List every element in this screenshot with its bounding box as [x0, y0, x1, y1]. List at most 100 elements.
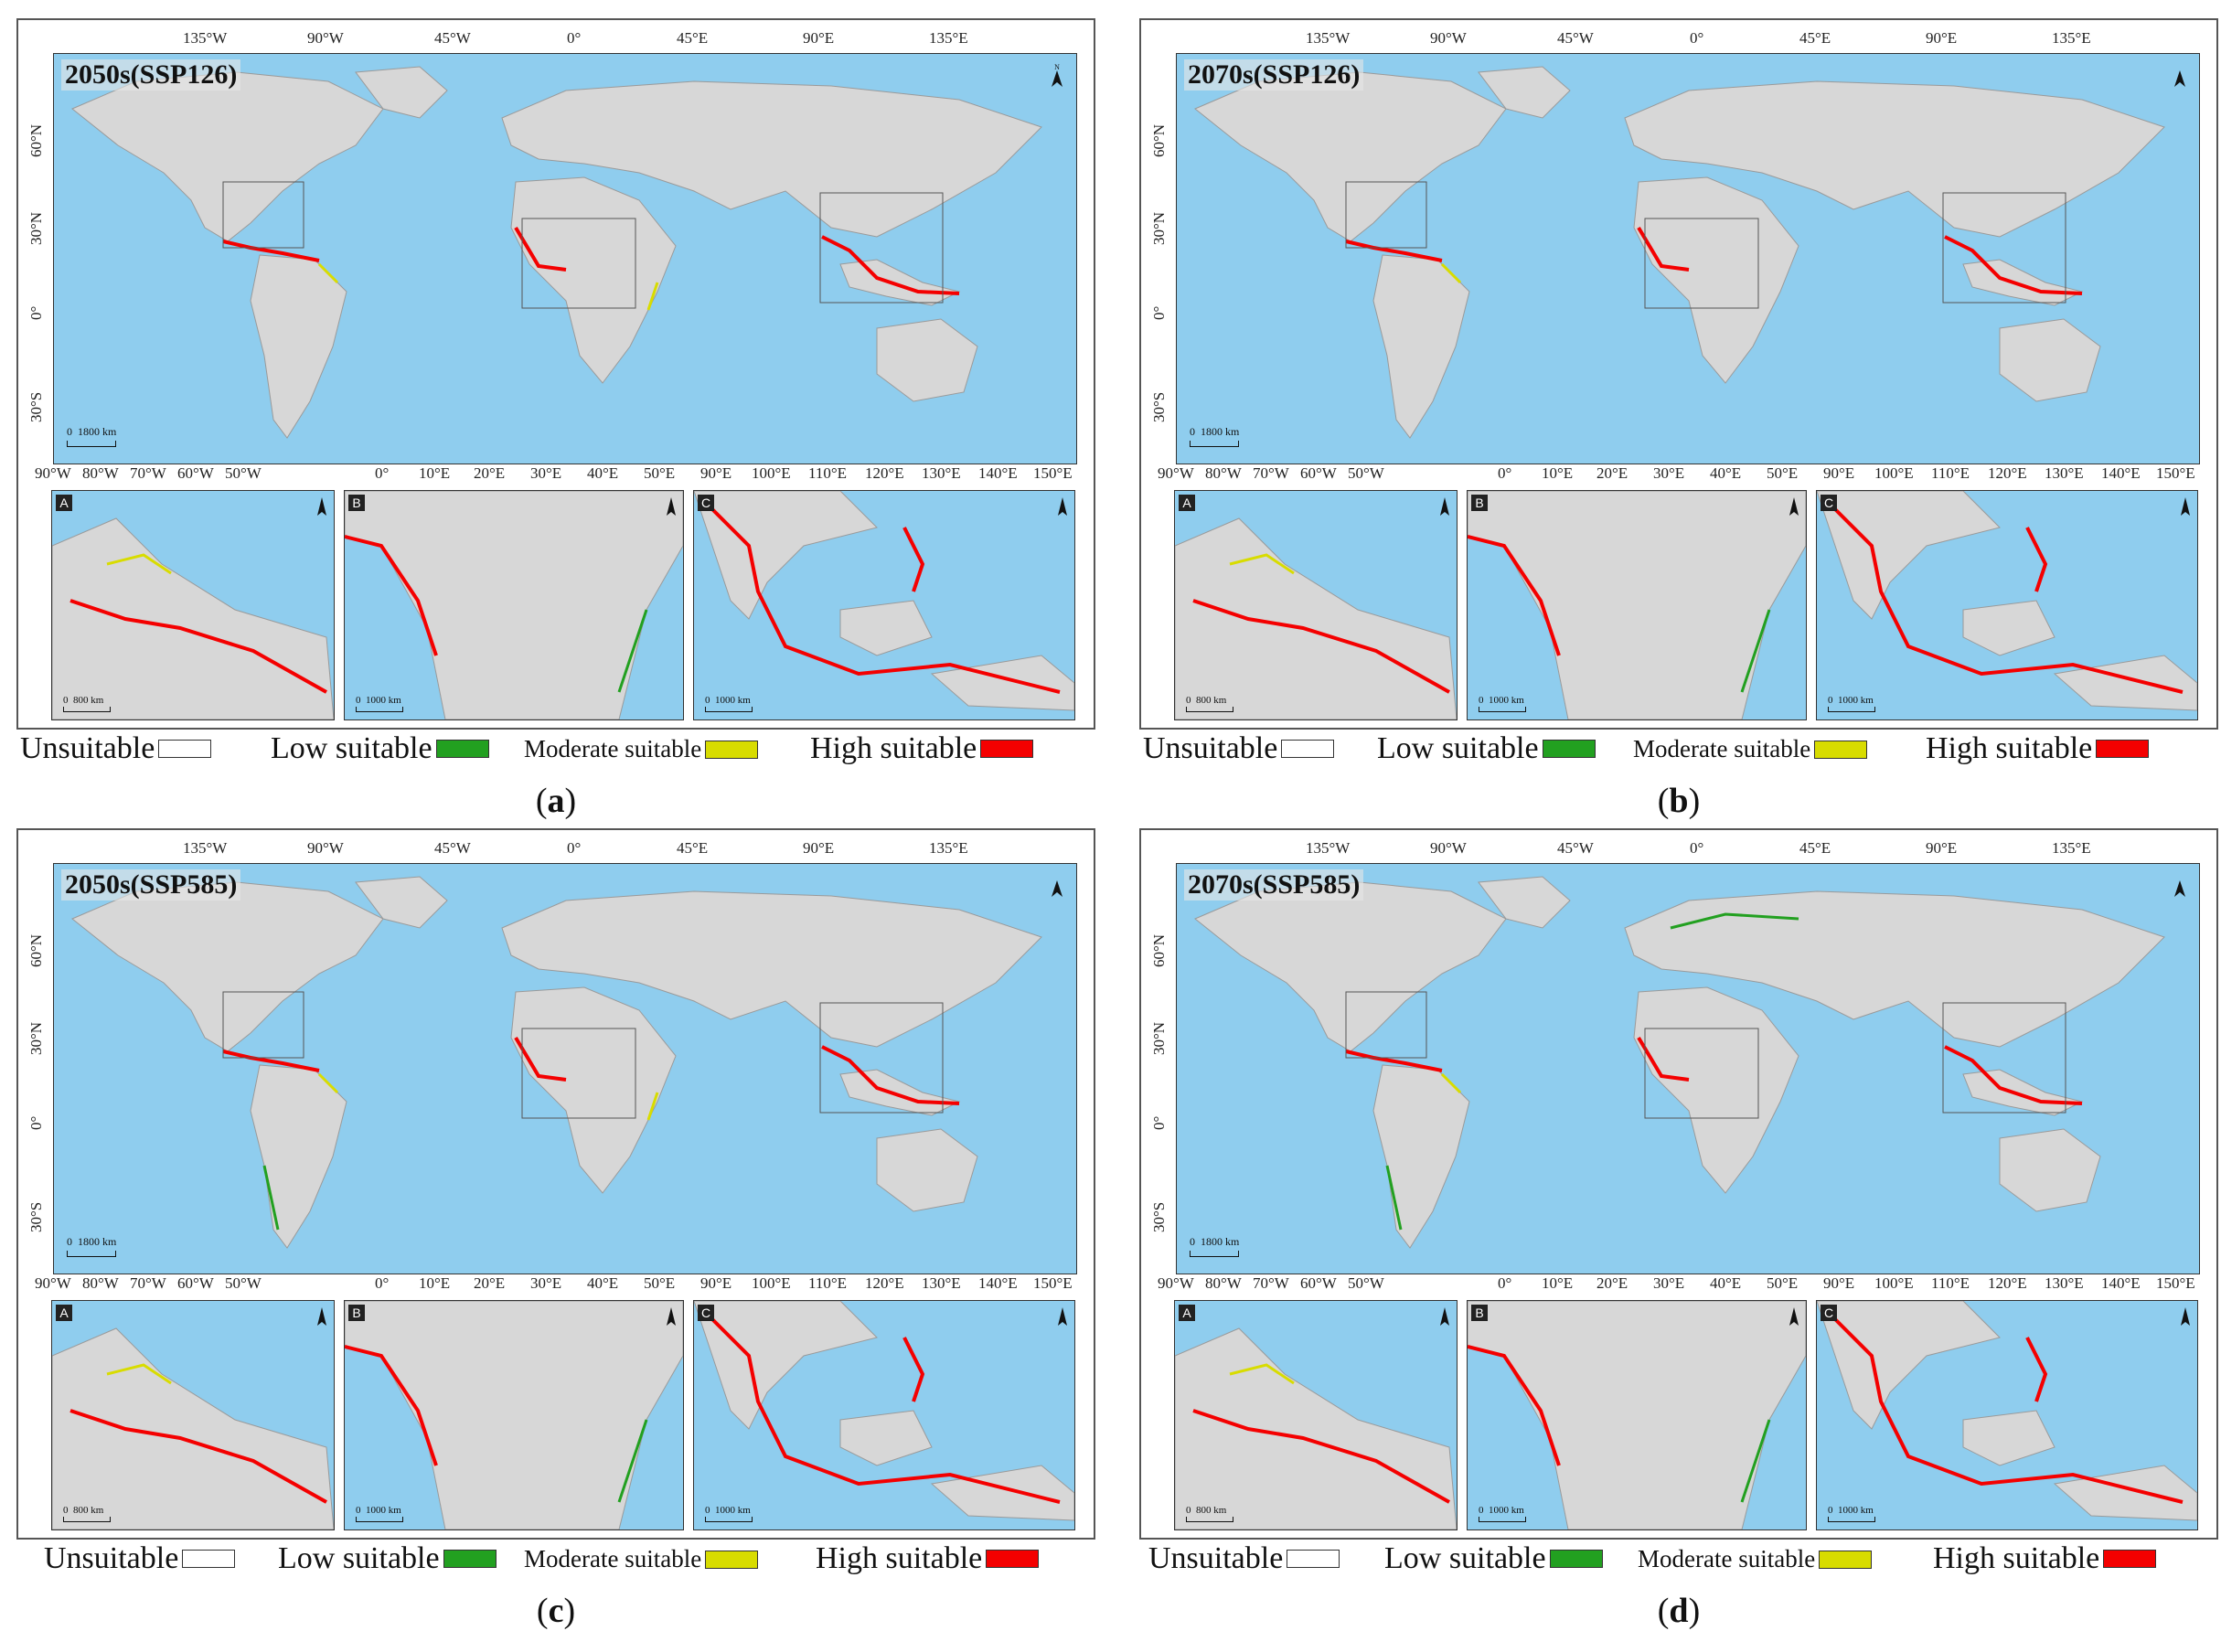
- lon-tick: 70°W: [1253, 1274, 1289, 1292]
- world-map: 2050s(SSP126) N 0 1800 km: [53, 53, 1077, 464]
- lon-tick: 45°E: [1799, 29, 1831, 47]
- north-arrow-icon: [317, 497, 326, 516]
- africa: [510, 176, 677, 384]
- east-africa-coast: [646, 282, 659, 311]
- lon-tick: 135°E: [929, 839, 968, 857]
- north-arrow-icon: [1440, 497, 1449, 516]
- lon-tick: 135°W: [1306, 29, 1351, 47]
- lon-tick: 90°E: [1926, 29, 1958, 47]
- lon-tick: 45°E: [1799, 839, 1831, 857]
- north-america: [71, 71, 384, 242]
- lon-tick: 135°E: [2052, 29, 2091, 47]
- world-map: 2070s(SSP126) 0 1800 km: [1176, 53, 2200, 464]
- north-arrow-icon: [667, 1307, 676, 1326]
- lon-tick: 140°E: [978, 1274, 1018, 1292]
- caribbean-coast: [222, 240, 320, 262]
- lon-tick: 30°E: [1653, 1274, 1685, 1292]
- world-map-svg: [1194, 876, 2165, 1249]
- map-panel-c: 135°W 90°W 45°W 0° 45°E 90°E 135°E 60°N …: [16, 828, 1095, 1633]
- legend-high: High suitable: [1926, 731, 2150, 766]
- inset-letter: B: [348, 495, 365, 511]
- north-arrow-icon: [2181, 1307, 2190, 1326]
- lat-tick: 30°N: [1150, 211, 1168, 245]
- moderate-suitable-coasts: [317, 262, 659, 311]
- lon-tick: 80°W: [82, 1274, 119, 1292]
- inset-letter: A: [56, 495, 72, 511]
- lon-tick: 20°E: [1596, 464, 1628, 482]
- north-arrow-icon: [317, 1307, 326, 1326]
- lon-tick: 90°E: [1926, 839, 1958, 857]
- lon-tick: 120°E: [1988, 464, 2027, 482]
- north-arrow-icon: [1052, 880, 1062, 897]
- lon-tick: 150°E: [1033, 464, 1073, 482]
- lon-tick: 50°W: [1348, 464, 1384, 482]
- legend-high: High suitable: [810, 731, 1034, 766]
- lon-tick: 135°E: [929, 29, 968, 47]
- lon-tick: 50°E: [1767, 464, 1799, 482]
- lon-tick: 10°E: [419, 464, 451, 482]
- lon-tick: 20°E: [474, 464, 506, 482]
- lon-tick: 150°E: [2156, 1274, 2195, 1292]
- lon-tick: 135°W: [183, 839, 228, 857]
- lon-tick: 135°W: [183, 29, 228, 47]
- north-arrow-icon: [1058, 497, 1067, 516]
- lon-tick: 140°E: [2101, 464, 2141, 482]
- lon-tick: 45°W: [434, 29, 471, 47]
- inset-letter: C: [698, 1305, 714, 1321]
- lon-tick: 90°E: [803, 29, 835, 47]
- lon-tick: 40°E: [587, 1274, 619, 1292]
- lon-tick: 120°E: [865, 1274, 904, 1292]
- inset-b: B 0 1000 km: [1467, 490, 1807, 720]
- legend-low: Low suitable: [1377, 731, 1596, 766]
- lat-tick: 60°N: [27, 123, 45, 157]
- lon-tick: 70°W: [130, 464, 166, 482]
- lon-tick: 100°E: [752, 464, 791, 482]
- lon-tick: 60°W: [1300, 464, 1337, 482]
- north-arrow-icon: [1440, 1307, 1449, 1326]
- scale-bar: 0 1800 km: [1190, 1235, 1239, 1257]
- lat-tick: 60°N: [1150, 123, 1168, 157]
- period-title: 2050s(SSP126): [61, 59, 241, 91]
- lon-tick: 110°E: [808, 1274, 848, 1292]
- greenland: [355, 66, 448, 119]
- legend-unsuitable: Unsuitable: [44, 1541, 236, 1576]
- inset-boxes: [222, 181, 944, 309]
- lat-tick: 60°N: [27, 933, 45, 967]
- lon-tick: 90°W: [35, 1274, 71, 1292]
- legend-high: High suitable: [816, 1541, 1040, 1576]
- inset-lon-ticks: 90°W 80°W 70°W 60°W 50°W 0° 10°E 20°E 30…: [1139, 464, 2218, 490]
- longitude-ticks: 135°W 90°W 45°W 0° 45°E 90°E 135°E: [1141, 830, 2216, 863]
- legend-low: Low suitable: [278, 1541, 497, 1576]
- lon-tick: 10°E: [1542, 1274, 1574, 1292]
- north-arrow-icon: N: [1052, 63, 1062, 87]
- lon-tick: 0°: [375, 464, 390, 482]
- map-panel-b: 135°W 90°W 45°W 0° 45°E 90°E 135°E 60°N …: [1139, 18, 2218, 823]
- inset-letter: A: [1179, 495, 1195, 511]
- lon-tick: 45°W: [1557, 839, 1594, 857]
- lon-tick: 90°W: [1430, 839, 1467, 857]
- north-arrow-icon: [1789, 1307, 1799, 1326]
- lon-tick: 90°W: [307, 29, 344, 47]
- north-arrow-icon: [667, 497, 676, 516]
- lon-tick: 90°E: [700, 1274, 732, 1292]
- scale-bar: 0 1000 km: [356, 695, 403, 712]
- legend: Unsuitable Low suitable Moderate suitabl…: [1139, 1541, 2218, 1582]
- inset-lon-ticks: 90°W 80°W 70°W 60°W 50°W 0° 10°E 20°E 30…: [16, 464, 1095, 490]
- inset-letter: B: [1471, 1305, 1488, 1321]
- inset-letter: A: [1179, 1305, 1195, 1321]
- lon-tick: 100°E: [752, 1274, 791, 1292]
- inset-letter: C: [1821, 495, 1837, 511]
- lon-tick: 90°E: [803, 839, 835, 857]
- lon-tick: 90°W: [35, 464, 71, 482]
- lon-tick: 90°W: [1158, 1274, 1194, 1292]
- period-title: 2070s(SSP126): [1184, 59, 1364, 91]
- legend-moderate: Moderate suitable: [1633, 735, 1868, 763]
- inset-b: B 0 1000 km: [1467, 1300, 1807, 1530]
- inset-c: C 0 1000 km: [1816, 1300, 2198, 1530]
- lon-tick: 10°E: [419, 1274, 451, 1292]
- world-map: 2050s(SSP585) 0 1800 km: [53, 863, 1077, 1274]
- inset-letter: C: [698, 495, 714, 511]
- lon-tick: 135°W: [1306, 839, 1351, 857]
- lon-tick: 110°E: [1931, 1274, 1970, 1292]
- scale-bar: 0 1000 km: [1479, 695, 1526, 712]
